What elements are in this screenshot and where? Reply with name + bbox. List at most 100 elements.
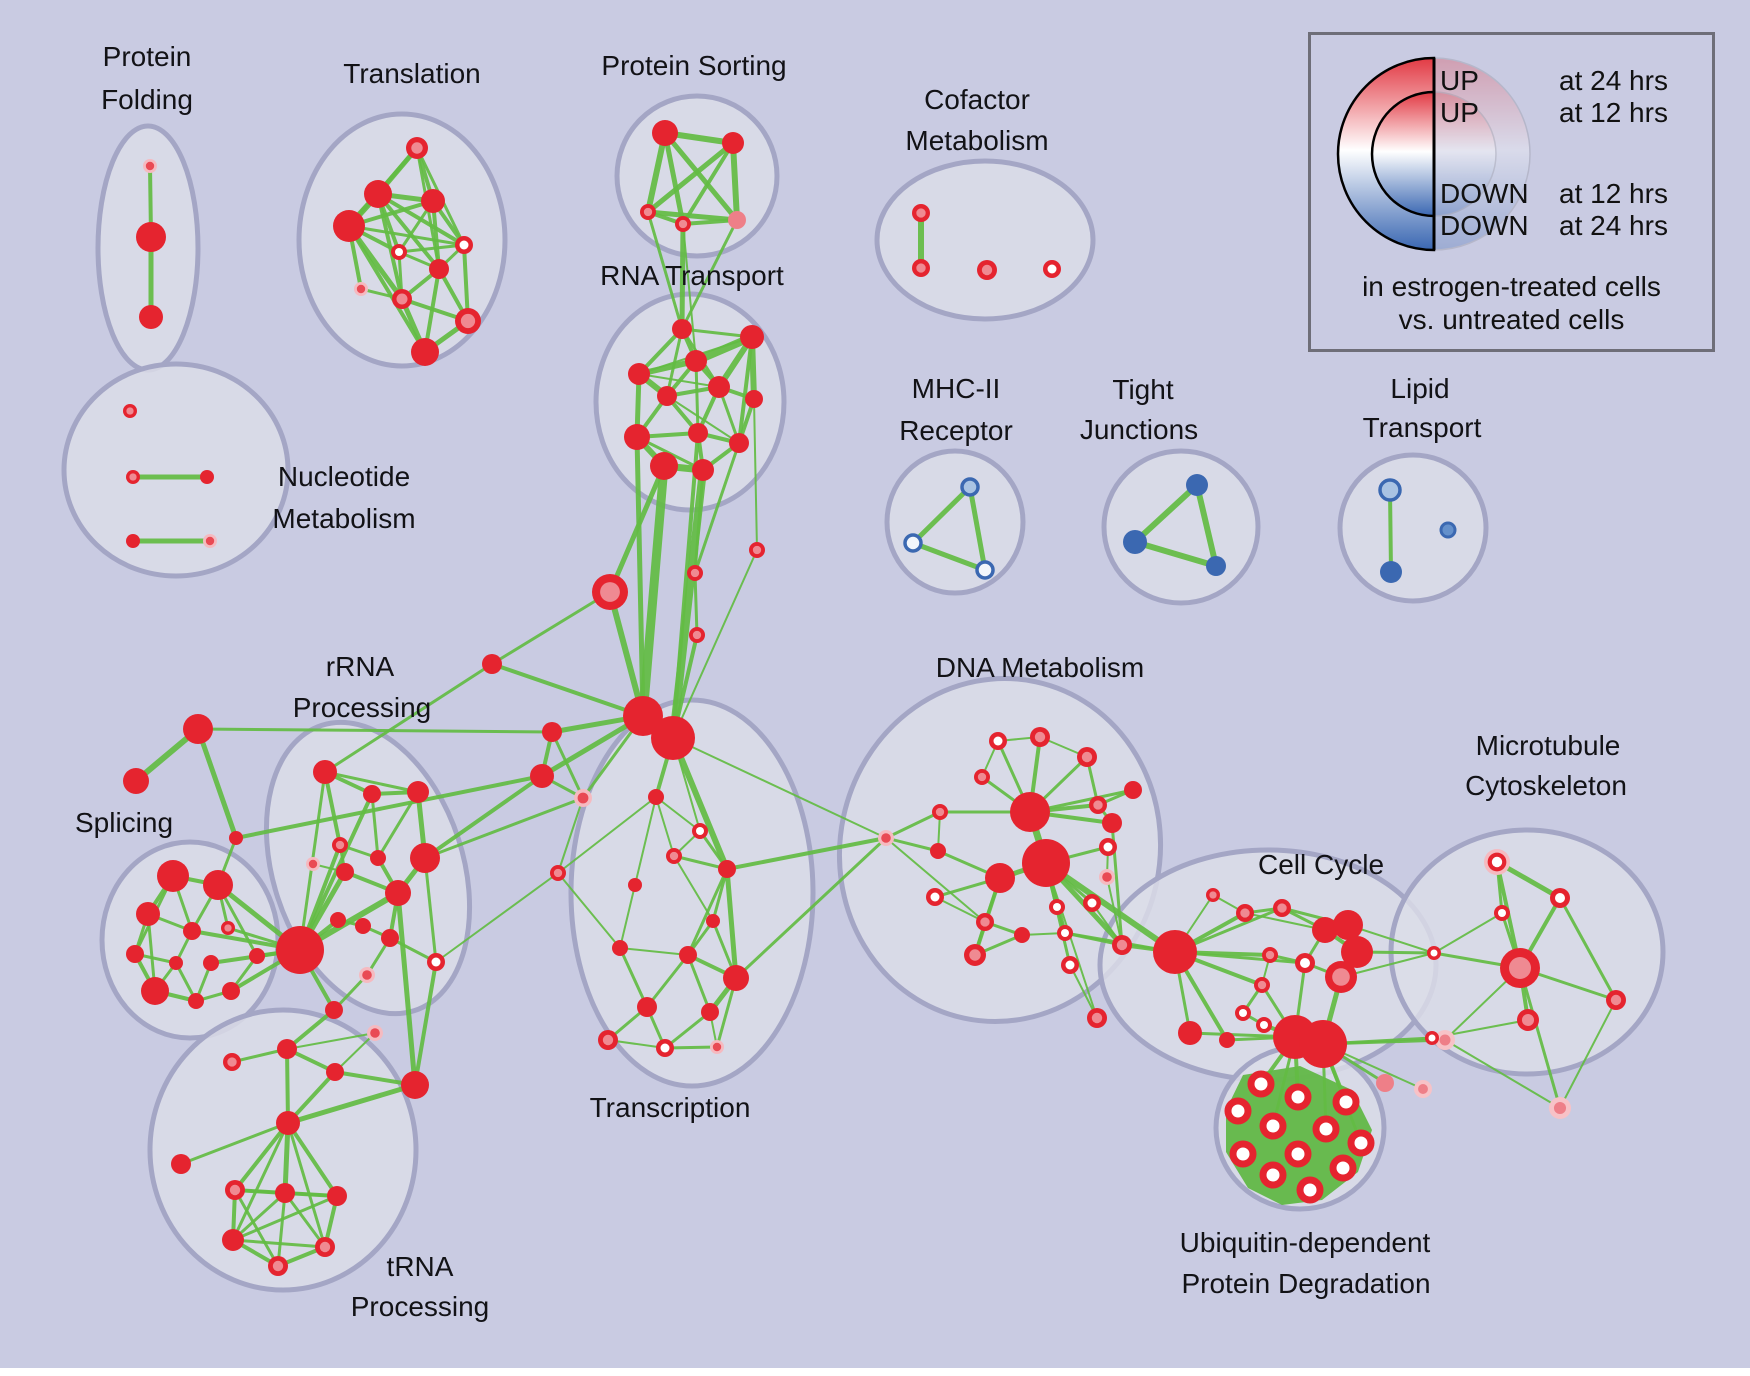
network-node-cc2 xyxy=(1273,899,1291,917)
network-node-tc5 xyxy=(706,914,720,928)
network-edge xyxy=(285,1008,336,1051)
network-node-cc12 xyxy=(1219,1032,1235,1048)
cluster-ellipse-trna-processing xyxy=(147,1007,419,1293)
network-edge xyxy=(910,540,988,573)
network-node-m8 xyxy=(482,654,502,674)
network-node-p3 xyxy=(640,204,656,220)
network-node-mh2 xyxy=(903,533,923,553)
network-node-d5 xyxy=(932,804,948,820)
network-edge xyxy=(179,1121,290,1166)
network-node-u5 xyxy=(1259,1112,1287,1140)
network-edge xyxy=(1106,876,1123,946)
network-node-d16 xyxy=(1057,925,1073,941)
legend-row1-time: at 24 hrs xyxy=(1559,65,1668,96)
network-node-n2 xyxy=(277,1039,297,1059)
network-node-pf2 xyxy=(136,222,166,252)
network-edge xyxy=(1444,1039,1561,1109)
network-edge xyxy=(910,484,973,546)
network-node-s2 xyxy=(203,870,233,900)
network-edge xyxy=(619,884,636,949)
network-node-mh1 xyxy=(960,477,980,497)
network-node-u11 xyxy=(1259,1161,1287,1189)
cluster-label-trna-processing-line2: Processing xyxy=(350,1291,490,1322)
network-node-rt6 xyxy=(657,386,677,406)
network-node-t2 xyxy=(364,180,392,208)
network-node-r12 xyxy=(381,929,399,947)
network-edge xyxy=(655,796,701,832)
network-node-tc1 xyxy=(648,789,664,805)
network-node-mtw1 xyxy=(1427,946,1441,960)
network-node-mt1 xyxy=(1484,849,1510,875)
network-node-mt5 xyxy=(1517,1009,1539,1031)
network-node-tj2 xyxy=(1123,530,1147,554)
network-node-t5 xyxy=(455,236,473,254)
network-edge xyxy=(557,872,621,949)
network-node-r11 xyxy=(355,918,371,934)
network-edge xyxy=(334,1032,376,1073)
network-node-n10 xyxy=(222,1229,244,1251)
network-edge xyxy=(694,359,700,435)
network-node-t7 xyxy=(429,259,449,279)
cluster-label-ubiquitin-dependent-protein-degradation-line1: Ubiquitin-dependent xyxy=(1179,1227,1431,1258)
cluster-label-rrna-processing-line1: rRNA xyxy=(325,651,395,682)
network-node-n1 xyxy=(223,1053,241,1071)
network-node-s5 xyxy=(221,921,235,935)
network-edge xyxy=(395,890,418,1088)
network-node-cc8 xyxy=(1325,961,1357,993)
network-node-u10 xyxy=(1329,1154,1357,1182)
network-node-d6 xyxy=(1089,796,1107,814)
network-node-u2 xyxy=(1284,1083,1312,1111)
network-node-mt2 xyxy=(1550,888,1570,908)
network-edge xyxy=(634,434,646,719)
network-node-mh3 xyxy=(975,560,995,580)
network-node-lp3 xyxy=(1439,521,1457,539)
network-node-tc6 xyxy=(679,946,697,964)
network-edge xyxy=(195,726,239,841)
network-node-d18 xyxy=(1099,838,1117,856)
network-edge xyxy=(681,141,735,226)
network-node-rt12 xyxy=(692,459,714,481)
network-node-r8 xyxy=(410,843,440,873)
network-node-mt4 xyxy=(1500,948,1540,988)
network-edge xyxy=(1132,539,1219,569)
network-edge xyxy=(679,221,686,332)
network-edge xyxy=(753,398,758,551)
network-node-n9 xyxy=(327,1186,347,1206)
network-edge xyxy=(1347,924,1435,954)
cluster-label-tight-junctions-line2: Junctions xyxy=(1079,414,1199,445)
network-node-n8 xyxy=(275,1183,295,1203)
cluster-label-protein-sorting: Protein Sorting xyxy=(601,50,787,81)
network-edge xyxy=(323,770,420,794)
network-node-n4 xyxy=(401,1071,429,1099)
network-node-cc10 xyxy=(1235,1005,1251,1021)
network-edge xyxy=(557,796,657,874)
network-node-n3 xyxy=(326,1063,344,1081)
network-edge xyxy=(645,140,736,215)
network-edge xyxy=(645,130,668,215)
network-node-rt9 xyxy=(624,424,650,450)
network-edge xyxy=(607,589,646,719)
network-edge xyxy=(286,1032,376,1050)
cluster-label-dna-metabolism: DNA Metabolism xyxy=(935,652,1145,683)
network-edge xyxy=(693,441,741,575)
network-edge xyxy=(423,856,438,964)
cluster-ellipse-transcription xyxy=(568,697,816,1089)
cluster-label-splicing: Splicing xyxy=(74,807,174,838)
network-node-n13 xyxy=(367,1025,383,1041)
network-edge xyxy=(1045,862,1098,1019)
network-edge xyxy=(645,953,690,1009)
network-node-t8 xyxy=(354,282,368,296)
network-node-rt8 xyxy=(688,423,708,443)
network-node-d10 xyxy=(1022,839,1070,887)
network-edge xyxy=(693,468,705,575)
network-edge xyxy=(283,1191,327,1249)
network-node-d3 xyxy=(1077,747,1097,767)
network-edge xyxy=(655,796,675,857)
legend-row4-time: at 24 hrs xyxy=(1559,210,1668,241)
network-node-nm3 xyxy=(200,470,214,484)
network-node-u9 xyxy=(1284,1140,1312,1168)
network-edge xyxy=(1433,912,1503,954)
network-node-cc4 xyxy=(1333,910,1363,940)
network-edge xyxy=(730,140,740,223)
